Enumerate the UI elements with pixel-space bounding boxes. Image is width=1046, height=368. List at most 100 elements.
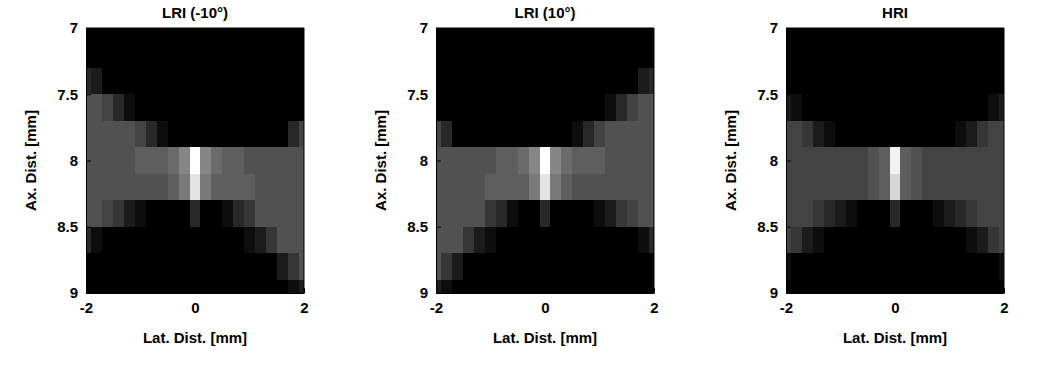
cell bbox=[638, 280, 649, 293]
cell bbox=[594, 147, 605, 174]
cell bbox=[244, 227, 255, 254]
y-tick-mark bbox=[786, 293, 791, 294]
cell bbox=[190, 28, 201, 42]
cell bbox=[594, 121, 605, 148]
x-tick: 0 bbox=[191, 288, 199, 316]
cell bbox=[638, 28, 649, 42]
cell bbox=[190, 121, 201, 148]
cell bbox=[550, 94, 561, 121]
cell bbox=[299, 121, 304, 148]
cell bbox=[955, 280, 966, 293]
cell bbox=[561, 280, 572, 293]
cell bbox=[146, 200, 157, 227]
cell bbox=[441, 280, 452, 293]
cell bbox=[124, 41, 135, 68]
cell bbox=[529, 227, 540, 254]
cell bbox=[518, 280, 529, 293]
cell bbox=[857, 121, 868, 148]
cell bbox=[583, 227, 594, 254]
cell bbox=[868, 174, 879, 201]
cell bbox=[146, 121, 157, 148]
cell bbox=[452, 227, 463, 254]
x-tick-label: 0 bbox=[541, 299, 549, 316]
cell bbox=[463, 121, 474, 148]
cell bbox=[299, 94, 304, 121]
y-tick-mark bbox=[786, 161, 791, 162]
cell bbox=[813, 227, 824, 254]
image-cells bbox=[436, 28, 654, 293]
cell bbox=[102, 41, 113, 68]
y-tick: 8.5 bbox=[757, 218, 791, 235]
cell bbox=[277, 28, 288, 42]
cell bbox=[605, 68, 616, 95]
cell bbox=[922, 68, 933, 95]
cell bbox=[627, 147, 638, 174]
cell bbox=[561, 94, 572, 121]
cell bbox=[879, 200, 890, 227]
cell bbox=[496, 41, 507, 68]
cell bbox=[299, 41, 304, 68]
cell bbox=[255, 200, 266, 227]
cell bbox=[922, 200, 933, 227]
cell bbox=[463, 174, 474, 201]
x-tick-label: 2 bbox=[1000, 299, 1008, 316]
x-axis-title: Lat. Dist. [mm] bbox=[843, 329, 947, 346]
cell bbox=[900, 28, 911, 42]
cell bbox=[113, 253, 124, 280]
cell bbox=[890, 121, 901, 148]
y-tick-mark bbox=[86, 161, 91, 162]
cell bbox=[868, 41, 879, 68]
cell bbox=[955, 121, 966, 148]
cell bbox=[266, 28, 277, 42]
cell bbox=[124, 147, 135, 174]
cell bbox=[616, 253, 627, 280]
cell bbox=[102, 227, 113, 254]
cell bbox=[638, 200, 649, 227]
cell bbox=[868, 94, 879, 121]
cell bbox=[485, 28, 496, 42]
cell bbox=[911, 253, 922, 280]
figure: -20277.588.59LRI (-10°)Lat. Dist. [mm]Ax… bbox=[0, 0, 1046, 368]
cell bbox=[649, 227, 654, 254]
cell bbox=[999, 227, 1004, 254]
cell bbox=[824, 200, 835, 227]
cell bbox=[846, 227, 857, 254]
cell bbox=[211, 94, 222, 121]
cell bbox=[529, 174, 540, 201]
cell bbox=[594, 200, 605, 227]
cell bbox=[879, 94, 890, 121]
cell bbox=[102, 147, 113, 174]
cell bbox=[572, 121, 583, 148]
cell bbox=[955, 68, 966, 95]
y-tick-label: 8.5 bbox=[407, 218, 428, 235]
cell bbox=[233, 121, 244, 148]
cell bbox=[966, 174, 977, 201]
cell bbox=[244, 280, 255, 293]
cell bbox=[813, 121, 824, 148]
cell bbox=[211, 253, 222, 280]
cell bbox=[190, 94, 201, 121]
cell bbox=[911, 28, 922, 42]
y-tick-label: 9 bbox=[420, 284, 428, 301]
x-tick-label: 0 bbox=[191, 299, 199, 316]
cell bbox=[879, 41, 890, 68]
cell bbox=[616, 41, 627, 68]
cell bbox=[168, 147, 179, 174]
cell bbox=[791, 41, 802, 68]
cell bbox=[550, 28, 561, 42]
cell bbox=[627, 28, 638, 42]
cell bbox=[244, 200, 255, 227]
cell bbox=[649, 174, 654, 201]
cell bbox=[638, 68, 649, 95]
cell bbox=[791, 121, 802, 148]
cell bbox=[168, 121, 179, 148]
cell bbox=[944, 227, 955, 254]
cell bbox=[211, 147, 222, 174]
cell bbox=[890, 174, 901, 201]
cell bbox=[988, 28, 999, 42]
cell bbox=[594, 227, 605, 254]
cell bbox=[540, 94, 551, 121]
cell bbox=[550, 68, 561, 95]
cell bbox=[813, 174, 824, 201]
cell bbox=[244, 94, 255, 121]
